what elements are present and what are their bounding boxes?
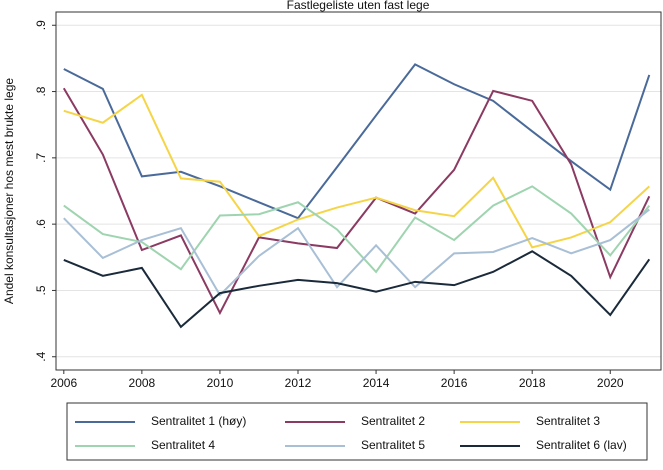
legend-label: Sentralitet 4: [151, 438, 215, 452]
x-tick-label: 2014: [363, 376, 390, 390]
series-line: [63, 250, 651, 329]
series-line: [63, 185, 651, 274]
legend-label: Sentralitet 6 (lav): [536, 438, 627, 452]
series-line: [63, 63, 651, 220]
y-tick-label: .4: [34, 351, 48, 361]
legend-box: [66, 402, 648, 461]
y-tick-label: .6: [34, 219, 48, 229]
x-tick-label: 2006: [50, 376, 77, 390]
legend-label: Sentralitet 2: [361, 414, 425, 428]
y-axis-label: Andel konsultasjoner hos mest brukte leg…: [2, 78, 16, 304]
chart-title: Fastlegeliste uten fast lege: [287, 0, 430, 12]
x-tick-label: 2012: [285, 376, 312, 390]
series-line: [62, 87, 651, 316]
legend-label: Sentralitet 3: [536, 414, 600, 428]
plot-frame: [55, 11, 662, 371]
y-tick-label: .8: [34, 86, 48, 96]
y-tick-label: .7: [34, 153, 48, 163]
series-line: [63, 208, 650, 297]
legend-label: Sentralitet 1 (høy): [151, 414, 246, 428]
x-tick-label: 2020: [597, 376, 624, 390]
series-line: [63, 93, 650, 249]
y-tick-label: .5: [34, 285, 48, 295]
legend-label: Sentralitet 5: [361, 438, 425, 452]
x-tick-label: 2008: [129, 376, 156, 390]
x-tick-label: 2016: [441, 376, 468, 390]
x-tick-label: 2018: [519, 376, 546, 390]
y-tick-label: .9: [34, 20, 48, 30]
x-tick-label: 2010: [207, 376, 234, 390]
